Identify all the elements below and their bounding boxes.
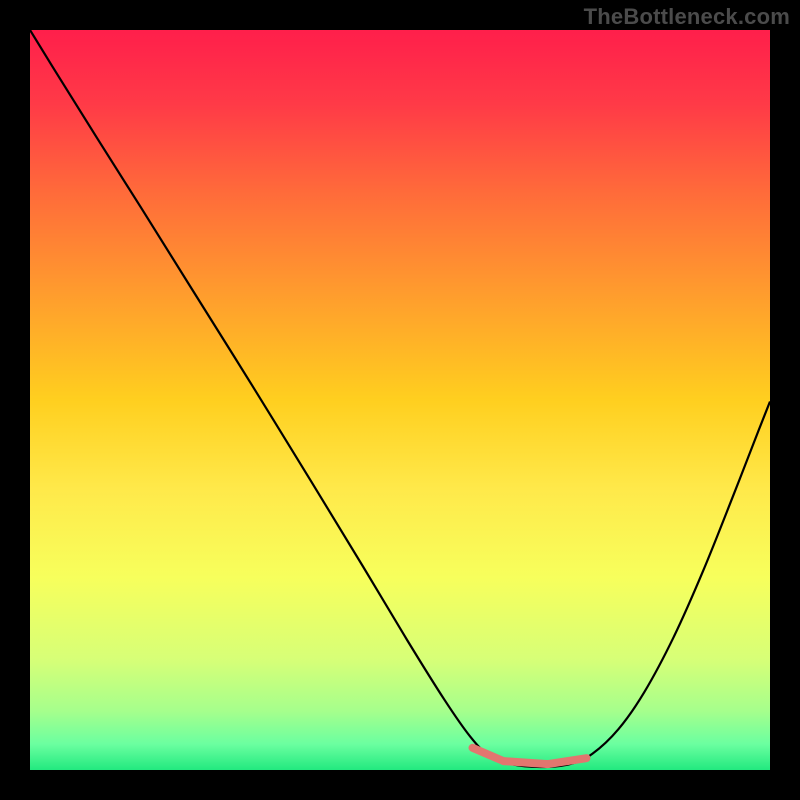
optimal-range-marker bbox=[504, 761, 548, 764]
gradient-background bbox=[30, 30, 770, 770]
bottleneck-chart bbox=[30, 30, 770, 770]
chart-frame: TheBottleneck.com bbox=[0, 0, 800, 800]
watermark-text: TheBottleneck.com bbox=[584, 4, 790, 30]
plot-area bbox=[30, 30, 770, 770]
